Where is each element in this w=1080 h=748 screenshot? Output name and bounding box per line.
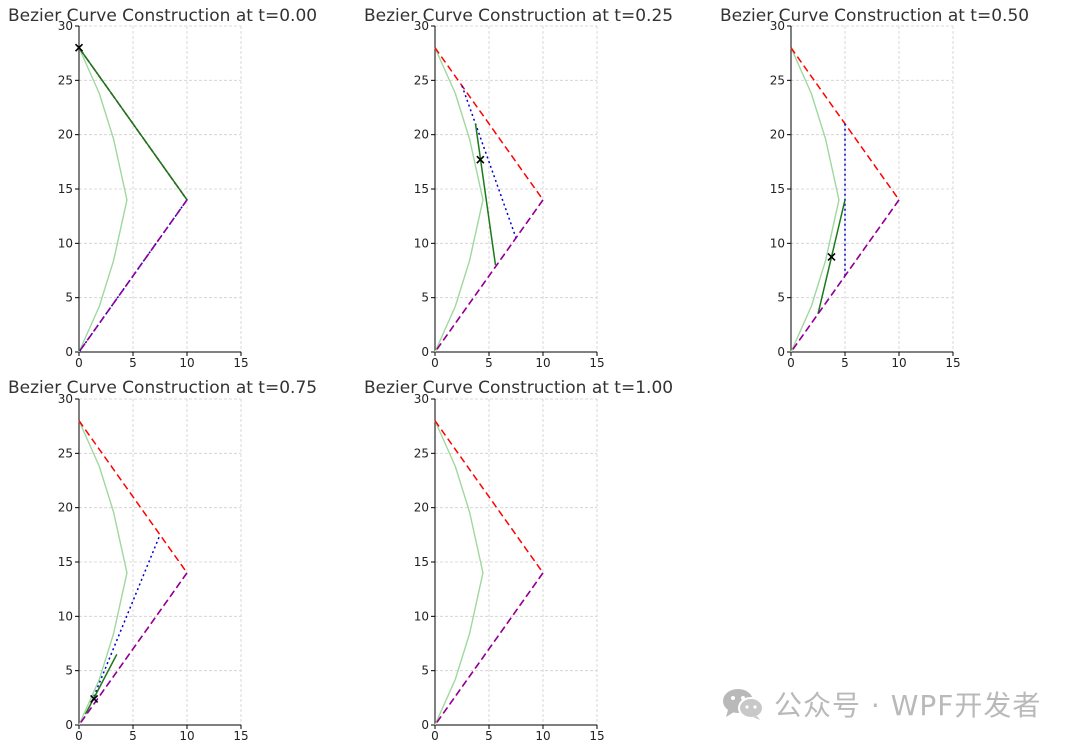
chart-title: Bezier Curve Construction at t=0.25 <box>364 6 673 26</box>
y-tick-label: 20 <box>58 501 73 515</box>
x-tick-label: 5 <box>129 729 137 743</box>
y-tick-label: 30 <box>414 19 429 33</box>
x-tick-label: 15 <box>233 729 248 743</box>
chart-title: Bezier Curve Construction at t=0.75 <box>8 378 317 398</box>
y-tick-label: 25 <box>58 446 73 460</box>
x-tick-label: 10 <box>179 729 194 743</box>
series-level-3 <box>434 199 544 353</box>
y-tick-label: 5 <box>65 291 73 305</box>
x-tick-label: 0 <box>75 356 83 370</box>
series-level-2 <box>474 123 497 266</box>
y-tick-label: 30 <box>58 392 73 406</box>
y-tick-label: 10 <box>770 236 785 250</box>
series-curve <box>434 420 484 726</box>
x-tick-label: 15 <box>589 356 604 370</box>
point-marker <box>476 155 485 164</box>
y-tick-label: 15 <box>58 182 73 196</box>
series-level-2 <box>78 47 188 201</box>
x-tick-label: 0 <box>75 729 83 743</box>
y-tick-label: 20 <box>58 128 73 142</box>
y-tick-label: 10 <box>414 236 429 250</box>
x-tick-label: 5 <box>485 356 493 370</box>
point-marker-stroke <box>827 252 836 261</box>
point-marker <box>827 252 836 261</box>
x-tick-label: 15 <box>233 356 248 370</box>
series-curve <box>790 47 840 353</box>
y-tick-label: 5 <box>421 664 429 678</box>
series-level-1 <box>91 534 161 702</box>
x-tick-label: 10 <box>891 356 906 370</box>
series-level-2 <box>84 654 118 715</box>
series-curve <box>78 420 128 726</box>
y-tick-label: 20 <box>414 501 429 515</box>
y-tick-label: 10 <box>58 609 73 623</box>
y-tick-label: 10 <box>414 609 429 623</box>
watermark: 公众号 · WPF开发者 <box>722 684 1041 724</box>
y-tick-label: 0 <box>421 718 429 732</box>
y-tick-label: 25 <box>414 446 429 460</box>
x-tick-label: 0 <box>787 356 795 370</box>
y-tick-label: 15 <box>414 555 429 569</box>
y-tick-label: 25 <box>58 73 73 87</box>
point-marker-stroke <box>476 155 485 164</box>
series-level-1 <box>461 85 517 239</box>
y-tick-label: 30 <box>414 392 429 406</box>
y-tick-label: 5 <box>777 291 785 305</box>
y-tick-label: 30 <box>770 19 785 33</box>
watermark-text: 公众号 · WPF开发者 <box>774 689 1042 722</box>
x-tick-label: 15 <box>589 729 604 743</box>
point-marker <box>90 694 99 703</box>
x-tick-label: 5 <box>841 356 849 370</box>
series-level-3 <box>434 572 544 726</box>
wechat-icon <box>723 689 764 720</box>
y-tick-label: 5 <box>421 291 429 305</box>
y-tick-label: 15 <box>770 182 785 196</box>
x-tick-label: 10 <box>535 356 550 370</box>
series-curve <box>434 47 484 353</box>
y-tick-label: 10 <box>58 236 73 250</box>
y-tick-label: 0 <box>65 718 73 732</box>
x-tick-label: 10 <box>535 729 550 743</box>
y-tick-label: 25 <box>770 73 785 87</box>
point-marker-stroke <box>90 694 99 703</box>
y-tick-label: 15 <box>58 555 73 569</box>
x-tick-label: 0 <box>431 729 439 743</box>
chart-title: Bezier Curve Construction at t=1.00 <box>364 378 673 398</box>
x-tick-label: 10 <box>179 356 194 370</box>
y-tick-label: 30 <box>58 19 73 33</box>
y-tick-label: 5 <box>65 664 73 678</box>
y-tick-label: 0 <box>65 345 73 359</box>
series-level-3 <box>790 199 900 353</box>
x-tick-label: 5 <box>129 356 137 370</box>
y-tick-label: 20 <box>770 128 785 142</box>
y-tick-label: 25 <box>414 73 429 87</box>
x-tick-label: 5 <box>485 729 493 743</box>
x-tick-label: 15 <box>945 356 960 370</box>
y-tick-label: 0 <box>421 345 429 359</box>
y-tick-label: 15 <box>414 182 429 196</box>
x-tick-label: 0 <box>431 356 439 370</box>
series-level-3 <box>78 572 188 726</box>
point-marker-stroke <box>74 43 84 52</box>
chart-title: Bezier Curve Construction at t=0.50 <box>720 6 1029 26</box>
y-tick-label: 20 <box>414 128 429 142</box>
point-marker <box>74 43 84 52</box>
series-curve <box>78 47 128 353</box>
chart-title: Bezier Curve Construction at t=0.00 <box>8 6 317 26</box>
series-level-3 <box>78 199 188 353</box>
y-tick-label: 0 <box>777 345 785 359</box>
